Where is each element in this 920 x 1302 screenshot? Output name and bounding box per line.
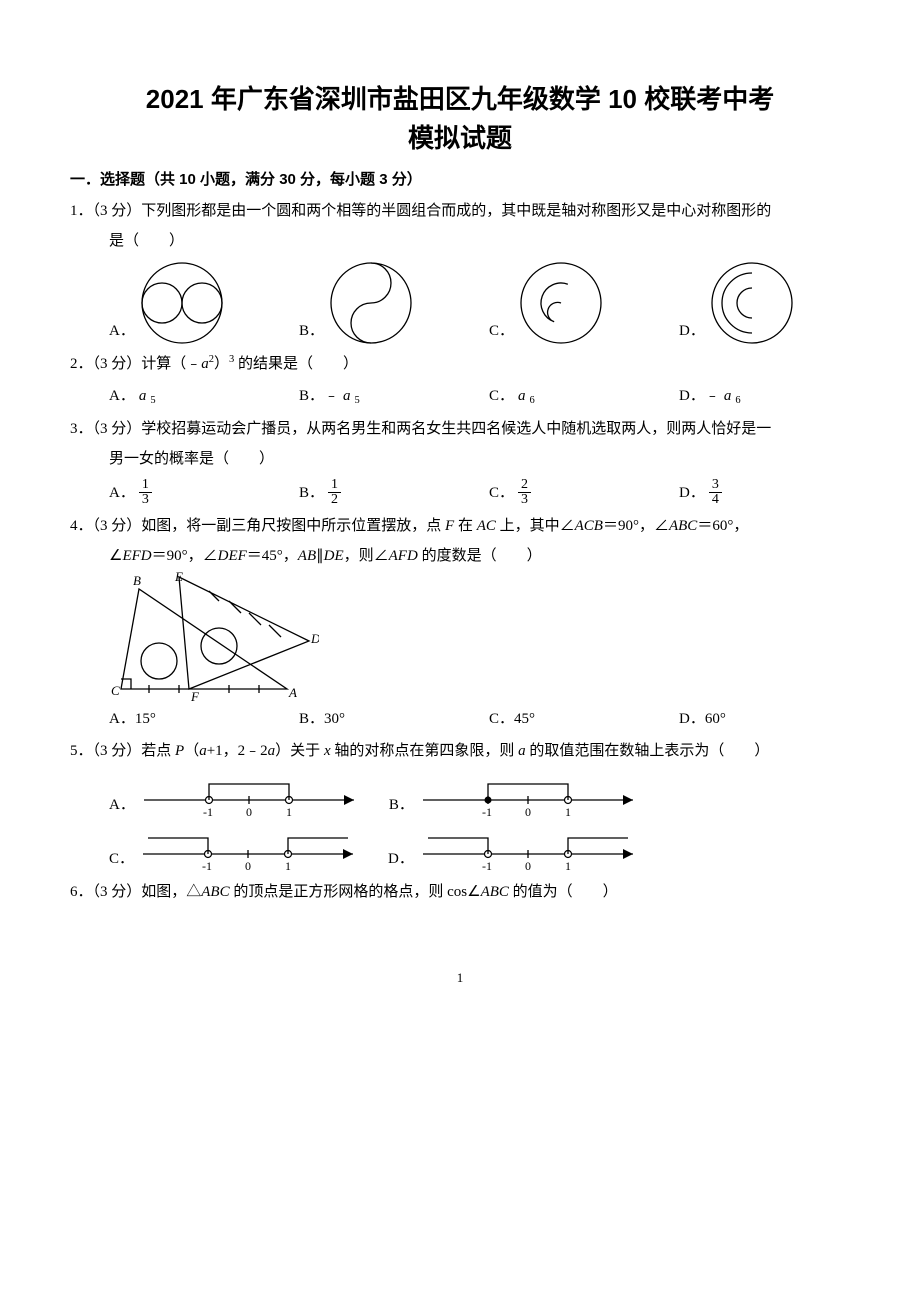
question-3-options: A．13 B．12 C．23 D．34: [70, 478, 850, 508]
q5-figure-a: -1 0 1: [139, 770, 369, 820]
q5-option-a: A． -101: [109, 770, 369, 820]
svg-text:-1: -1: [482, 859, 492, 873]
q2-option-a: A．a5: [109, 382, 259, 411]
question-1-cont: 是（ ）: [70, 227, 850, 256]
svg-text:0: 0: [246, 805, 252, 819]
svg-text:C: C: [111, 683, 120, 698]
question-4-options: A．15° B．30° C．45° D．60°: [70, 705, 850, 734]
q1-figure-b: [328, 260, 414, 346]
svg-text:1: 1: [286, 805, 292, 819]
q2-option-d: D．﹣a6: [679, 382, 829, 411]
svg-text:-1: -1: [202, 859, 212, 873]
q1-option-d: D．: [679, 260, 829, 346]
q5-figure-c: -1 0 1: [138, 824, 368, 874]
svg-text:1: 1: [565, 859, 571, 873]
svg-text:F: F: [190, 689, 200, 701]
question-4-cont: ∠EFD＝90°，∠DEF＝45°，AB∥DE，则∠AFD 的度数是（ ）: [70, 542, 850, 571]
q3-option-b: B．12: [299, 478, 449, 508]
question-6: 6．（3 分）如图，△ABC 的顶点是正方形网格的格点，则 cos∠ABC 的值…: [70, 878, 850, 907]
q4-option-a: A．15°: [109, 705, 259, 734]
q3-option-d: D．34: [679, 478, 829, 508]
question-4: 4．（3 分）如图，将一副三角尺按图中所示位置摆放，点 F 在 AC 上，其中∠…: [70, 512, 850, 541]
q5-option-b: B． -101: [389, 770, 648, 820]
question-5-options-row2: C． -101 D． -101: [70, 824, 850, 874]
q1-option-c: C．: [489, 260, 639, 346]
q5-option-c: C． -101: [109, 824, 368, 874]
q5-option-d: D． -101: [388, 824, 648, 874]
q3-option-c: C．23: [489, 478, 639, 508]
q4-option-c: C．45°: [489, 705, 639, 734]
question-5: 5．（3 分）若点 P（a+1，2﹣2a）关于 x 轴的对称点在第四象限，则 a…: [70, 737, 850, 766]
svg-text:0: 0: [525, 805, 531, 819]
q4-figure: B E C F A D: [109, 571, 319, 701]
question-1: 1．（3 分）下列图形都是由一个圆和两个相等的半圆组合而成的，其中既是轴对称图形…: [70, 197, 850, 226]
q2-option-b: B．﹣a5: [299, 382, 449, 411]
q1-option-a: A．: [109, 260, 259, 346]
section-heading: 一．选择题（共 10 小题，满分 30 分，每小题 3 分）: [70, 166, 850, 195]
svg-text:1: 1: [565, 805, 571, 819]
svg-text:D: D: [310, 631, 319, 646]
question-4-figure-wrap: B E C F A D: [70, 571, 850, 701]
svg-text:1: 1: [285, 859, 291, 873]
svg-text:0: 0: [525, 859, 531, 873]
svg-text:-1: -1: [203, 805, 213, 819]
q3-option-a: A．13: [109, 478, 259, 508]
svg-text:-1: -1: [482, 805, 492, 819]
q4-option-b: B．30°: [299, 705, 449, 734]
svg-text:E: E: [174, 571, 183, 584]
svg-text:0: 0: [245, 859, 251, 873]
q1-figure-c: [518, 260, 604, 346]
page-number: 1: [70, 966, 850, 991]
question-2: 2．（3 分）计算（﹣a2）3 的结果是（ ）: [70, 350, 850, 379]
q2-option-c: C．a6: [489, 382, 639, 411]
question-3-cont: 男一女的概率是（ ）: [70, 445, 850, 474]
q5-figure-b: -1 0 1: [418, 770, 648, 820]
question-2-options: A．a5 B．﹣a5 C．a6 D．﹣a6: [70, 382, 850, 411]
page-title: 2021 年广东省深圳市盐田区九年级数学 10 校联考中考 模拟试题: [70, 80, 850, 158]
question-5-options-row1: A． -101 B． -101: [70, 770, 850, 820]
svg-text:A: A: [288, 685, 297, 700]
q4-option-d: D．60°: [679, 705, 829, 734]
q5-figure-d: -1 0 1: [418, 824, 648, 874]
question-3: 3．（3 分）学校招募运动会广播员，从两名男生和两名女生共四名候选人中随机选取两…: [70, 415, 850, 444]
q1-figure-d: [709, 260, 795, 346]
q1-option-b: B．: [299, 260, 449, 346]
question-1-options: A． B． C． D．: [70, 260, 850, 346]
svg-text:B: B: [133, 573, 141, 588]
q1-figure-a: [139, 260, 225, 346]
